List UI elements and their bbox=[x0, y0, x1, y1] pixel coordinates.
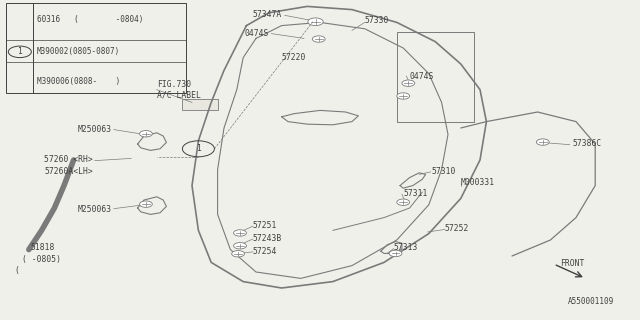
Circle shape bbox=[308, 18, 323, 26]
Circle shape bbox=[402, 80, 415, 86]
Circle shape bbox=[234, 243, 246, 249]
Text: 57310: 57310 bbox=[432, 167, 456, 176]
Text: 57254: 57254 bbox=[253, 247, 277, 256]
Text: 57252: 57252 bbox=[445, 224, 469, 233]
Text: 60316   (        -0804): 60316 ( -0804) bbox=[37, 15, 143, 24]
Text: FIG.730
A/C LABEL: FIG.730 A/C LABEL bbox=[157, 80, 201, 99]
Bar bbox=[182, 99, 218, 110]
Circle shape bbox=[140, 201, 152, 207]
Text: 57347A: 57347A bbox=[252, 10, 282, 19]
Text: M390002(0805-0807): M390002(0805-0807) bbox=[37, 47, 120, 56]
Text: M250063: M250063 bbox=[78, 205, 112, 214]
Circle shape bbox=[140, 131, 152, 137]
Text: 57260 <RH>: 57260 <RH> bbox=[44, 156, 93, 164]
Text: FRONT: FRONT bbox=[560, 260, 584, 268]
Text: M390006(0808-    ): M390006(0808- ) bbox=[37, 77, 120, 86]
Circle shape bbox=[397, 199, 410, 205]
Circle shape bbox=[312, 36, 325, 42]
Text: ( -0805): ( -0805) bbox=[22, 255, 61, 264]
Text: M250063: M250063 bbox=[78, 125, 112, 134]
Circle shape bbox=[232, 251, 244, 257]
Circle shape bbox=[397, 93, 410, 99]
Bar bbox=[397, 32, 474, 122]
Text: A550001109: A550001109 bbox=[568, 297, 614, 306]
Text: 0474S: 0474S bbox=[244, 29, 269, 38]
Text: 57330: 57330 bbox=[365, 16, 389, 25]
Text: 57220: 57220 bbox=[282, 53, 306, 62]
Text: 57313: 57313 bbox=[394, 244, 418, 252]
Text: 1: 1 bbox=[17, 47, 22, 56]
Text: 57251: 57251 bbox=[253, 221, 277, 230]
Text: 1: 1 bbox=[196, 144, 201, 153]
Text: 0474S: 0474S bbox=[410, 72, 434, 81]
Text: 57243B: 57243B bbox=[253, 234, 282, 243]
Text: 57311: 57311 bbox=[403, 189, 428, 198]
Text: (: ( bbox=[14, 266, 19, 275]
Text: 57386C: 57386C bbox=[573, 140, 602, 148]
Text: M000331: M000331 bbox=[461, 178, 495, 187]
Text: 51818: 51818 bbox=[31, 244, 55, 252]
Circle shape bbox=[234, 230, 246, 236]
Circle shape bbox=[536, 139, 549, 145]
Text: 57260A<LH>: 57260A<LH> bbox=[44, 167, 93, 176]
Circle shape bbox=[389, 250, 402, 257]
